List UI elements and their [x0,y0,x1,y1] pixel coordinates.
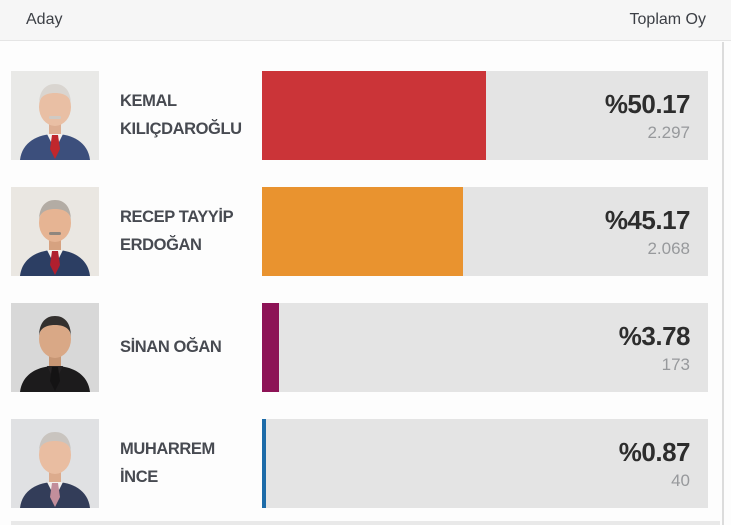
candidate-row: MUHARREM İNCE %0.87 40 [11,419,731,508]
bar-fill [262,419,266,508]
candidate-name-line1: KEMAL [120,92,177,111]
header-total-votes-column: Toplam Oy [629,11,706,28]
candidate-photo [11,419,99,508]
bar-fill [262,71,486,160]
next-row-edge [11,521,720,525]
portrait-illustration [11,303,99,392]
vote-bar-track: %3.78 173 [262,303,708,392]
table-header: Aday Toplam Oy [0,0,731,41]
face-shape [39,436,71,474]
candidate-name-line2: KILIÇDAROĞLU [120,119,242,138]
header-candidate-column: Aday [26,11,63,28]
tie-shape [50,367,60,391]
tie-shape [50,251,60,275]
vote-bar-track: %50.17 2.297 [262,71,708,160]
vote-bar-track: %0.87 40 [262,419,708,508]
tie-shape [50,135,60,159]
percent-label: %3.78 [618,320,691,351]
candidate-name-line1: MUHARREM [120,440,215,459]
bar-fill [262,303,279,392]
percent-label: %50.17 [604,88,691,119]
candidate-name-line1: SİNAN OĞAN [120,337,222,356]
face-shape [39,204,71,242]
bar-fill [262,187,464,276]
face-shape [39,320,71,358]
candidate-name: MUHARREM İNCE [120,419,251,508]
hair-shape [39,200,71,221]
candidate-photo [11,187,99,276]
candidate-row: RECEP TAYYİP ERDOĞAN %45.17 2.068 [11,187,731,276]
vote-result: %0.87 40 [618,419,691,508]
portrait-illustration [11,187,99,276]
vote-count: 40 [671,470,690,490]
mustache-shape [49,232,61,235]
candidate-name-line2: ERDOĞAN [120,235,202,254]
vote-count: 173 [661,354,690,374]
candidate-name: RECEP TAYYİP ERDOĞAN [120,187,251,276]
tie-shape [50,483,60,507]
hair-shape [39,316,71,337]
vote-result: %50.17 2.297 [604,71,691,160]
candidate-photo [11,303,99,392]
hair-shape [39,432,71,453]
candidate-name: KEMAL KILIÇDAROĞLU [120,71,251,160]
portrait-illustration [11,71,99,160]
candidate-name-line2: İNCE [120,467,158,486]
candidate-name-line1: RECEP TAYYİP [120,208,234,227]
percent-label: %0.87 [618,436,691,467]
candidate-row: SİNAN OĞAN %3.78 173 [11,303,731,392]
candidate-name: SİNAN OĞAN [120,303,251,392]
vote-result: %3.78 173 [618,303,691,392]
results-list: KEMAL KILIÇDAROĞLU %50.17 2.297 [0,41,731,508]
candidate-photo [11,71,99,160]
vote-bar-track: %45.17 2.068 [262,187,708,276]
vote-count: 2.297 [647,122,690,142]
hair-shape [39,84,71,105]
vote-result: %45.17 2.068 [604,187,691,276]
scrollbar-track[interactable] [722,42,724,525]
mustache-shape [49,116,61,119]
vote-count: 2.068 [647,238,690,258]
face-shape [39,88,71,126]
percent-label: %45.17 [604,204,691,235]
candidate-row: KEMAL KILIÇDAROĞLU %50.17 2.297 [11,71,731,160]
portrait-illustration [11,419,99,508]
